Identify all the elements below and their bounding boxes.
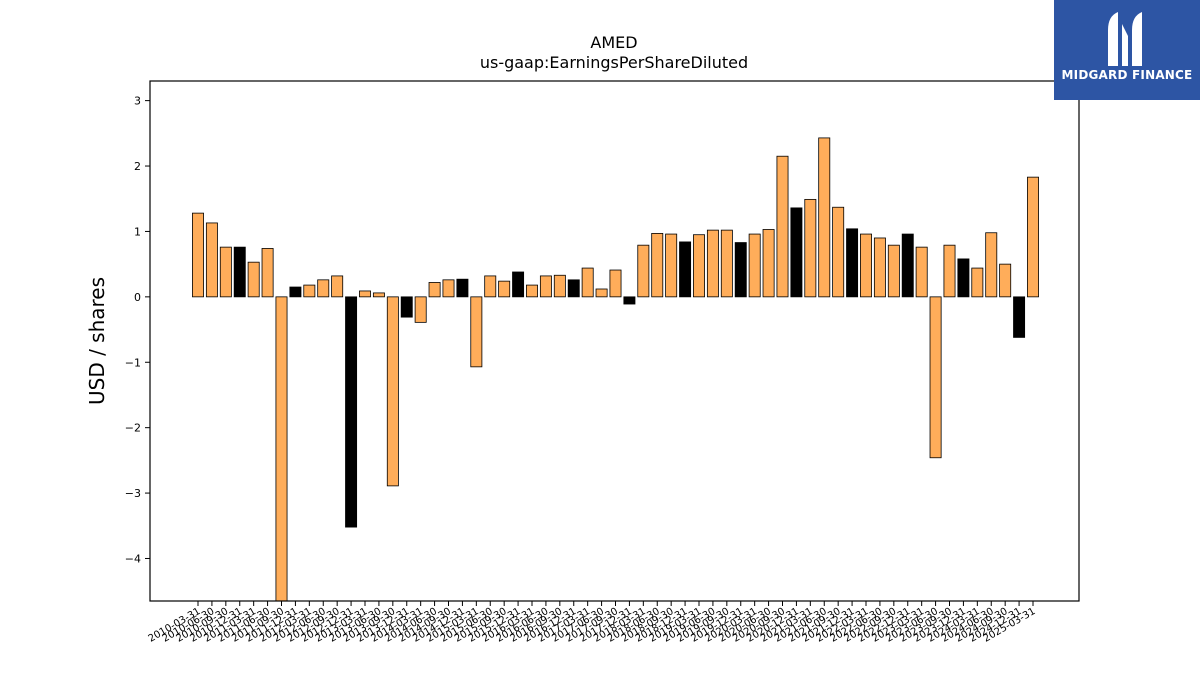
bar-2014-12-31 [456,278,469,298]
bar-2014-03-31 [414,296,427,323]
bar-2012-09-30 [331,275,344,298]
bar-2010-06-30 [205,222,218,298]
bar-2020-03-31 [748,233,761,298]
bar-2020-12-31 [790,207,803,298]
bar-2023-12-31 [957,258,970,298]
bar-2014-06-30 [428,282,441,298]
bar-2017-12-31 [623,296,636,305]
bar-2017-06-30 [595,288,608,298]
bar-2015-06-30 [484,275,497,298]
bar-2021-03-31 [804,198,817,298]
bar-2015-09-30 [498,280,511,298]
bar-2022-06-30 [873,237,886,298]
y-ticks-group: 3 2 1 0 −1 −2 −3 −4 [125,95,150,565]
bar-2018-09-30 [665,233,678,298]
midgard-finance-logo: MIDGARD FINANCE [1054,0,1200,100]
bar-2015-12-31 [512,271,525,298]
bar-2017-03-31 [581,267,594,298]
bar-2021-06-30 [818,137,831,298]
y-tick-label: 2 [134,160,141,173]
bar-2024-09-30 [999,263,1012,298]
bar-2013-03-31 [359,290,371,298]
bar-2016-03-31 [526,284,538,298]
bar-2023-06-30 [929,296,942,459]
bar-2016-12-31 [567,279,580,298]
bar-2011-12-31 [289,286,302,298]
bar-2012-12-31 [345,296,358,528]
bar-2023-09-30 [943,244,956,298]
bar-2011-06-30 [261,248,274,298]
bar-2020-09-30 [776,155,789,298]
midgard-logo-icon [1108,12,1142,66]
bar-2024-03-31 [971,267,984,298]
bar-2010-12-31 [233,246,246,298]
logo-brand-text: MIDGARD FINANCE [1061,68,1193,82]
bar-2013-06-30 [372,292,385,298]
bar-2013-12-31 [400,296,413,318]
bar-2015-03-31 [470,296,483,368]
bar-2018-12-31 [679,241,692,298]
bar-2010-09-30 [219,246,232,298]
y-axis-label: USD / shares [85,277,109,405]
bar-2021-12-31 [846,228,859,298]
bar-2021-09-30 [832,206,845,298]
bar-2018-06-30 [651,232,664,298]
x-ticks-group: 2010-03-312010-06-302010-09-302010-12-31… [147,601,1038,645]
bar-2024-12-31 [1013,296,1026,338]
y-tick-label: −1 [125,356,141,369]
y-tick-label: 1 [134,225,141,238]
bar-2016-09-30 [553,274,566,298]
bar-2019-12-31 [734,242,747,298]
bar-2012-03-31 [303,284,316,298]
bar-2022-09-30 [887,244,900,298]
bar-2011-09-30 [275,296,288,602]
y-tick-label: 0 [134,291,141,304]
bar-2014-09-30 [442,279,455,298]
y-tick-label: −4 [125,552,141,565]
bar-2022-12-31 [901,233,914,298]
bar-2019-06-30 [706,229,719,298]
y-tick-label: 3 [134,95,141,108]
y-tick-label: −2 [125,422,141,435]
bar-2022-03-31 [860,233,872,298]
bar-2011-03-31 [247,261,260,298]
bar-2019-09-30 [720,229,733,298]
bars-group [192,137,1039,602]
chart-subtitle: us-gaap:EarningsPerShareDiluted [480,53,748,72]
bar-2023-03-31 [915,246,928,298]
chart-title: AMED [590,33,637,52]
bar-2018-03-31 [637,244,650,298]
y-tick-label: −3 [125,487,141,500]
bar-2013-09-30 [386,296,399,487]
bar-2012-06-30 [317,279,330,298]
bar-2016-06-30 [539,275,552,298]
bar-2017-09-30 [609,269,622,298]
bar-2019-03-31 [693,234,705,298]
bar-2020-06-30 [762,229,775,298]
bar-2010-03-31 [192,212,204,298]
plot-frame [149,80,1080,602]
bar-2025-03-31 [1027,176,1039,298]
bar-2024-06-30 [985,232,998,298]
